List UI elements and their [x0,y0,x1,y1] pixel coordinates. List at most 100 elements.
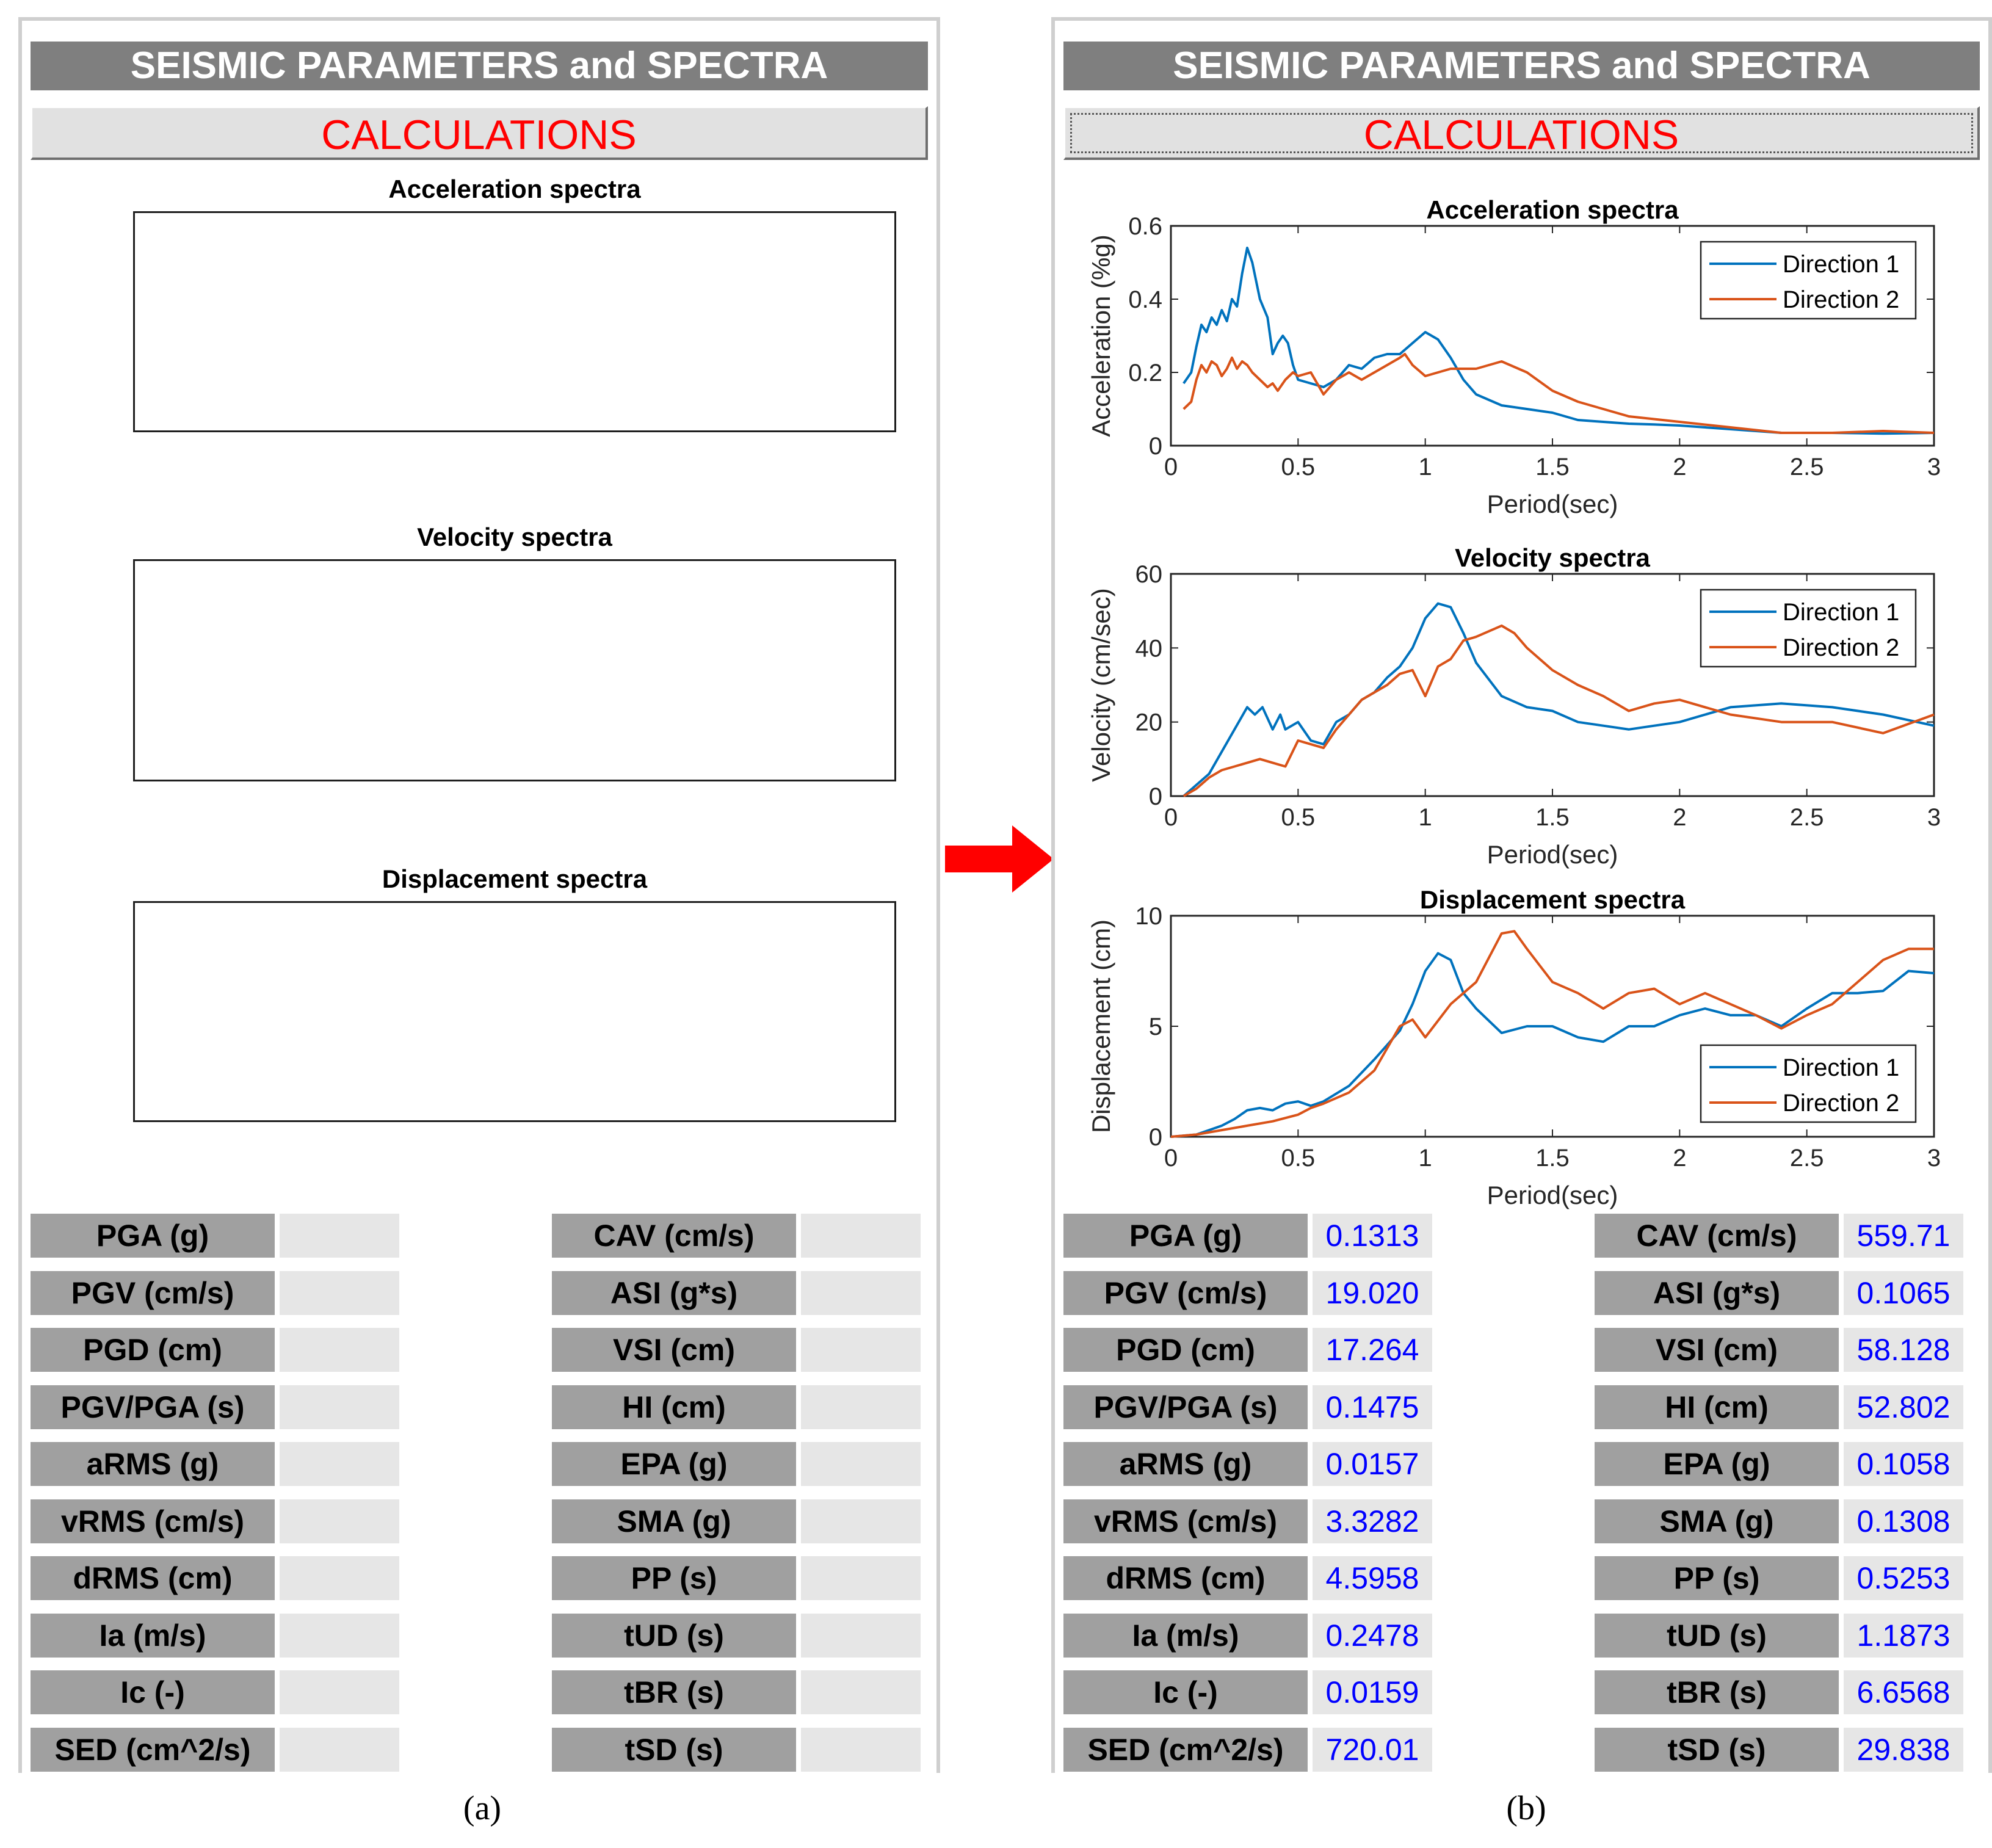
app-window-results: SEISMIC PARAMETERS and SPECTRA CALCULATI… [1051,17,1992,1773]
chart-1: Velocity spectra 0 0.5 1 1.5 2 2.5 3 0 20 40 60 Peri… [1087,543,1941,869]
param-value-field: 1.1873 [1844,1614,1963,1658]
param-value-field [801,1442,921,1486]
param-label: SMA (g) [1595,1499,1839,1543]
y-tick-label: 5 [1149,1013,1162,1040]
spectra-svg: Acceleration spectra 0 0.5 1 1.5 2 2.5 3 0 0.2 0.4… [1087,195,1941,1209]
y-tick-label: 0.4 [1128,286,1162,313]
x-tick-label: 0 [1164,454,1178,480]
param-value-field: 6.6568 [1844,1670,1963,1714]
x-tick-label: 3 [1927,1145,1941,1172]
param-label: dRMS (cm) [1063,1556,1308,1600]
param-label: SMA (g) [552,1499,796,1543]
legend-label: Direction 1 [1783,599,1899,626]
param-label: PGV (cm/s) [31,1271,275,1315]
app-window-empty: SEISMIC PARAMETERS and SPECTRA CALCULATI… [18,17,940,1773]
y-tick-label: 0 [1149,783,1162,810]
x-tick-label: 3 [1927,454,1941,480]
param-value-field: 29.838 [1844,1728,1963,1772]
param-label: EPA (g) [1595,1442,1839,1486]
param-value-field: 0.1308 [1844,1499,1963,1543]
param-value-field: 0.1475 [1313,1385,1432,1429]
param-value-field: 52.802 [1844,1385,1963,1429]
param-label: VSI (cm) [1595,1328,1839,1372]
param-label: CAV (cm/s) [552,1214,796,1258]
param-value-field: 3.3282 [1313,1499,1432,1543]
param-value-field [801,1328,921,1372]
y-tick-label: 10 [1135,903,1163,930]
param-value-field [280,1385,399,1429]
x-tick-label: 1.5 [1535,454,1570,480]
param-label: Ia (m/s) [31,1614,275,1658]
param-value-field [801,1271,921,1315]
param-label: tUD (s) [552,1614,796,1658]
param-value-field [280,1670,399,1714]
param-label: Ia (m/s) [1063,1614,1308,1658]
chart-0: Acceleration spectra 0 0.5 1 1.5 2 2.5 3 0 0.2 0.4… [1087,195,1941,518]
y-axis-label: Velocity (cm/sec) [1087,588,1115,781]
y-tick-label: 0 [1149,1124,1162,1151]
param-label: VSI (cm) [552,1328,796,1372]
x-tick-label: 1 [1419,804,1432,831]
param-value-field: 0.1313 [1313,1214,1432,1258]
param-label: tBR (s) [552,1670,796,1714]
param-label: PGD (cm) [1063,1328,1308,1372]
param-label: PGV/PGA (s) [1063,1385,1308,1429]
x-tick-label: 2 [1673,454,1686,480]
param-value-field: 0.1058 [1844,1442,1963,1486]
param-value-field: 720.01 [1313,1728,1432,1772]
chart-title: Acceleration spectra [1426,195,1679,224]
displacement-plot-title: Displacement spectra [382,864,648,893]
param-label: vRMS (cm/s) [1063,1499,1308,1543]
x-tick-label: 2 [1673,804,1686,831]
calculations-button[interactable]: CALCULATIONS [1063,106,1980,160]
param-value-field [801,1385,921,1429]
param-value-field [801,1214,921,1258]
param-value-field: 0.0157 [1313,1442,1432,1486]
param-value-field [801,1670,921,1714]
param-label: PGV/PGA (s) [31,1385,275,1429]
param-value-field: 0.1065 [1844,1271,1963,1315]
y-tick-label: 0.2 [1128,360,1162,386]
displacement-axes-empty [133,901,896,1122]
velocity-axes-empty [133,559,896,781]
param-value-field [801,1556,921,1600]
param-label: vRMS (cm/s) [31,1499,275,1543]
param-label: tSD (s) [552,1728,796,1772]
y-axis-label: Displacement (cm) [1087,919,1115,1133]
param-value-field [801,1499,921,1543]
y-tick-label: 0.6 [1128,213,1162,240]
param-label: tBR (s) [1595,1670,1839,1714]
x-tick-label: 1 [1419,1145,1432,1172]
param-label: HI (cm) [552,1385,796,1429]
param-label: tUD (s) [1595,1614,1839,1658]
param-label: PGA (g) [1063,1214,1308,1258]
caption-a: (a) [463,1789,502,1827]
param-value-field [801,1614,921,1658]
param-label: PGV (cm/s) [1063,1271,1308,1315]
series-line-direction-1 [1183,602,1935,797]
param-value-field: 17.264 [1313,1328,1432,1372]
series-line-direction-1 [1170,952,1935,1138]
param-value-field [280,1728,399,1772]
x-tick-label: 2.5 [1790,454,1824,480]
series-line-direction-2 [1170,930,1934,1138]
param-label: aRMS (g) [1063,1442,1308,1486]
series-line-direction-2 [1183,624,1935,797]
param-label: PP (s) [552,1556,796,1600]
param-label: Ic (-) [31,1670,275,1714]
param-label: SED (cm^2/s) [31,1728,275,1772]
param-value-field: 0.0159 [1313,1670,1432,1714]
calculations-button[interactable]: CALCULATIONS [31,106,928,160]
param-label: tSD (s) [1595,1728,1839,1772]
param-value-field [280,1271,399,1315]
x-tick-label: 2.5 [1790,804,1824,831]
chart-2: Displacement spectra 0 0.5 1 1.5 2 2.5 3 0 5 10 Per… [1087,885,1941,1209]
param-value-field: 0.2478 [1313,1614,1432,1658]
param-value-field [280,1442,399,1486]
param-label: Ic (-) [1063,1670,1308,1714]
legend-label: Direction 2 [1783,1090,1899,1117]
x-axis-label: Period(sec) [1487,490,1618,518]
y-tick-label: 0 [1149,433,1162,460]
legend [1700,1044,1917,1123]
param-value-field: 58.128 [1844,1328,1963,1372]
